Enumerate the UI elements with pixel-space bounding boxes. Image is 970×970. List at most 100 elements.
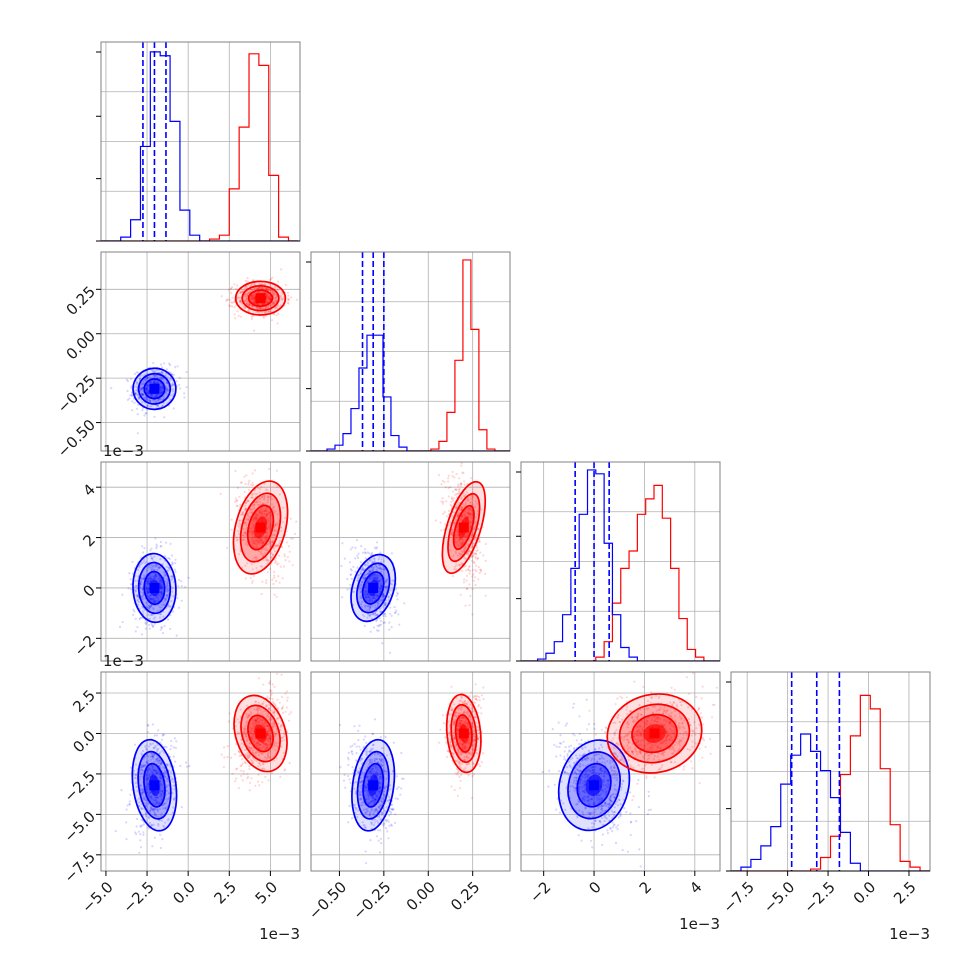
scatter-point bbox=[270, 503, 274, 506]
scatter-point bbox=[141, 790, 144, 793]
scatter-point bbox=[155, 771, 158, 774]
scatter-point bbox=[228, 304, 231, 307]
scatter-point bbox=[274, 544, 277, 547]
scatter-point bbox=[268, 728, 272, 732]
scatter-point bbox=[273, 293, 276, 296]
scatter-point bbox=[255, 543, 258, 546]
scatter-point bbox=[256, 570, 259, 573]
scatter-point bbox=[479, 568, 482, 571]
scatter-point bbox=[163, 733, 166, 736]
scatter-point bbox=[149, 742, 152, 745]
scatter-point bbox=[266, 559, 269, 563]
scatter-point bbox=[147, 604, 150, 607]
scatter-point bbox=[135, 785, 138, 789]
scatter-point bbox=[265, 294, 268, 297]
scatter-point bbox=[154, 769, 157, 773]
scatter-point bbox=[158, 776, 162, 779]
scatter-point bbox=[244, 508, 247, 511]
scatter-point bbox=[257, 541, 261, 544]
scatter-point bbox=[245, 721, 248, 725]
scatter-point bbox=[156, 743, 159, 746]
scatter-point bbox=[375, 568, 378, 572]
scatter-point bbox=[362, 578, 365, 581]
scatter-point bbox=[251, 297, 255, 300]
scatter-point bbox=[256, 741, 259, 744]
scatter-point bbox=[284, 559, 287, 562]
scatter-point bbox=[245, 733, 248, 736]
scatter-point bbox=[278, 581, 281, 584]
scatter-point bbox=[165, 577, 169, 581]
scatter-point bbox=[147, 376, 150, 379]
scatter-point bbox=[247, 291, 250, 295]
scatter-point bbox=[276, 717, 279, 720]
scatter-point bbox=[149, 805, 153, 809]
scatter-point bbox=[154, 573, 157, 577]
scatter-point bbox=[155, 599, 158, 602]
scatter-point bbox=[243, 307, 246, 310]
scatter-point bbox=[469, 512, 472, 515]
scatter-point bbox=[471, 555, 475, 558]
scatter-point bbox=[367, 581, 370, 584]
scatter-point bbox=[256, 287, 259, 290]
scatter-point bbox=[261, 703, 264, 706]
scatter-point bbox=[248, 754, 251, 757]
scatter-point bbox=[141, 393, 144, 396]
scatter-point bbox=[469, 521, 472, 524]
scatter-point bbox=[470, 521, 473, 524]
scatter-point bbox=[365, 593, 368, 596]
scatter-point bbox=[171, 811, 174, 814]
scatter-point bbox=[470, 559, 473, 562]
scatter-point bbox=[226, 756, 229, 759]
scatter-point bbox=[275, 556, 278, 560]
scatter-point bbox=[263, 510, 266, 513]
scatter-point bbox=[159, 389, 162, 392]
scatter-point bbox=[286, 690, 289, 693]
scatter-point bbox=[277, 562, 280, 565]
scatter-point bbox=[468, 513, 471, 516]
scatter-point bbox=[142, 788, 145, 791]
scatter-point bbox=[457, 483, 460, 486]
scatter-point bbox=[468, 583, 471, 586]
scatter-point bbox=[154, 769, 157, 772]
scatter-point bbox=[259, 539, 262, 543]
scatter-point bbox=[275, 522, 278, 525]
scatter-point bbox=[161, 371, 165, 374]
scatter-point bbox=[238, 750, 241, 753]
scatter-point bbox=[153, 811, 156, 814]
scatter-point bbox=[149, 597, 152, 601]
scatter-point bbox=[161, 366, 164, 369]
scatter-point bbox=[183, 396, 186, 399]
scatter-point bbox=[249, 731, 252, 734]
scatter-point bbox=[134, 392, 137, 395]
scatter-point bbox=[247, 499, 250, 502]
scatter-point bbox=[368, 569, 371, 573]
scatter-point bbox=[168, 362, 171, 365]
scatter-point bbox=[245, 302, 248, 305]
scatter-point bbox=[280, 745, 283, 748]
scatter-point bbox=[241, 511, 245, 514]
scatter-point bbox=[160, 591, 163, 594]
scatter-point bbox=[249, 304, 252, 307]
scatter-point bbox=[256, 708, 259, 711]
scatter-point bbox=[369, 570, 372, 573]
scatter-point bbox=[251, 536, 255, 539]
scatter-point bbox=[462, 492, 465, 495]
scatter-point bbox=[377, 577, 380, 580]
scatter-point bbox=[253, 287, 256, 290]
scatter-point bbox=[275, 469, 279, 472]
scatter-point bbox=[150, 405, 153, 408]
scatter-point bbox=[462, 541, 465, 544]
scatter-point bbox=[165, 800, 168, 803]
scatter-point bbox=[140, 772, 143, 776]
scatter-point bbox=[367, 572, 370, 575]
scatter-point bbox=[269, 298, 272, 301]
scatter-point bbox=[241, 758, 244, 761]
scatter-point bbox=[459, 483, 462, 486]
scatter-point bbox=[251, 481, 254, 484]
scatter-point bbox=[154, 807, 157, 810]
scatter-point bbox=[359, 596, 362, 600]
scatter-point bbox=[165, 784, 169, 787]
scatter-point bbox=[155, 394, 158, 397]
scatter-point bbox=[146, 391, 149, 394]
scatter-point bbox=[159, 579, 162, 582]
